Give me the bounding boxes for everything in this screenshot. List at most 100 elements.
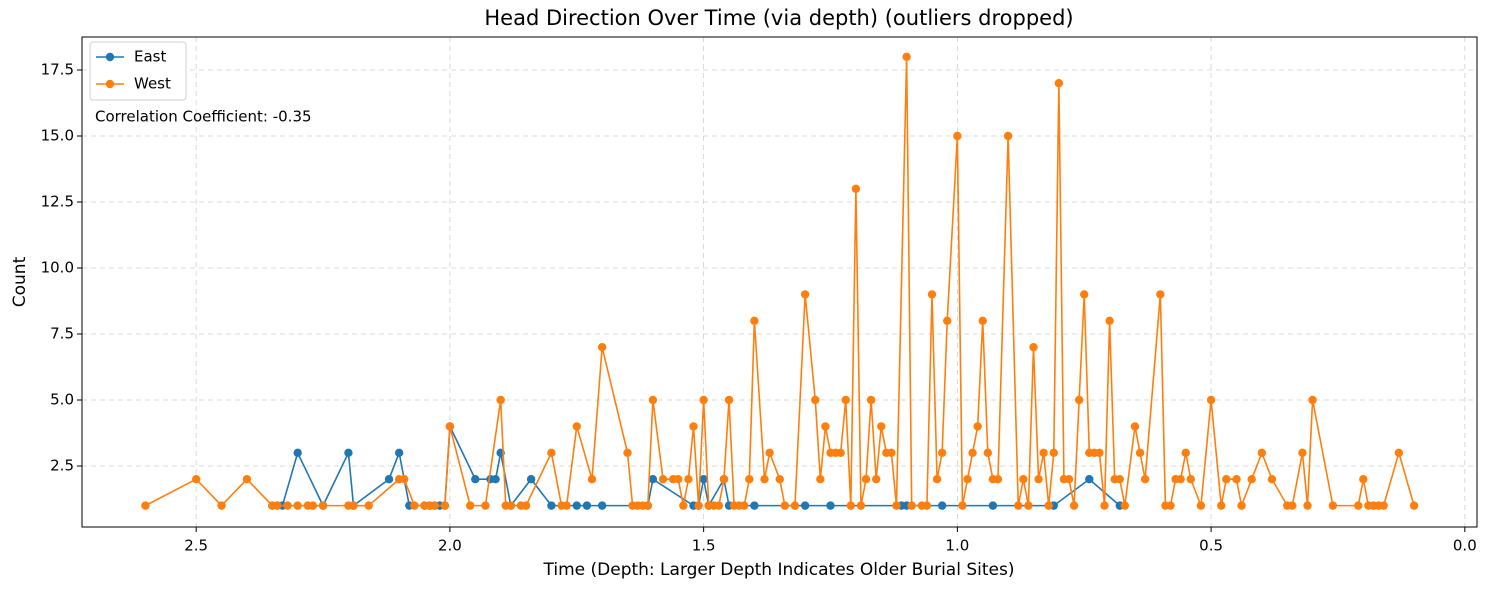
- data-point: [750, 501, 759, 510]
- data-point: [562, 501, 571, 510]
- data-point: [191, 475, 201, 484]
- data-point: [1069, 501, 1079, 510]
- data-point: [242, 475, 252, 484]
- data-point: [587, 475, 597, 484]
- data-point: [273, 501, 282, 510]
- data-point: [1394, 448, 1404, 458]
- data-point: [597, 501, 607, 510]
- data-point: [1359, 475, 1368, 484]
- data-point: [775, 475, 784, 484]
- data-point: [1095, 448, 1104, 458]
- data-point: [597, 343, 607, 352]
- data-point: [851, 184, 861, 194]
- data-point: [765, 448, 774, 458]
- data-point: [937, 501, 947, 510]
- data-point: [1267, 475, 1277, 484]
- data-point: [658, 475, 668, 484]
- data-point: [760, 475, 769, 484]
- data-point: [816, 475, 825, 484]
- data-point: [699, 395, 708, 405]
- data-point: [496, 395, 505, 405]
- data-point: [841, 395, 850, 405]
- data-point: [740, 501, 749, 510]
- data-point: [394, 448, 404, 458]
- data-point: [937, 448, 947, 458]
- data-point: [1379, 501, 1388, 510]
- data-point: [958, 501, 967, 510]
- data-point: [318, 501, 328, 510]
- data-point: [582, 501, 592, 510]
- series-line: [272, 423, 1121, 508]
- data-point: [1196, 501, 1206, 510]
- data-point: [689, 422, 698, 431]
- data-point: [466, 501, 475, 510]
- data-point: [141, 501, 150, 510]
- data-point: [1003, 131, 1013, 141]
- annotation: Correlation Coefficient: -0.35: [95, 108, 312, 126]
- data-point: [714, 501, 724, 510]
- data-point: [293, 501, 302, 510]
- data-point: [344, 448, 353, 458]
- data-point: [217, 501, 226, 510]
- data-point: [978, 316, 987, 326]
- series: [141, 52, 1419, 510]
- data-point: [699, 475, 708, 484]
- data-point: [1206, 395, 1216, 405]
- y-tick-label: 12.5: [41, 193, 74, 211]
- x-tick-label: 1.5: [692, 537, 716, 555]
- data-point: [836, 448, 845, 458]
- data-point: [283, 501, 292, 510]
- y-tick-label: 2.5: [50, 457, 74, 475]
- data-point: [1166, 501, 1175, 510]
- data-point: [907, 501, 916, 510]
- data-point: [927, 290, 937, 299]
- chart-title: Head Direction Over Time (via depth) (ou…: [484, 6, 1073, 30]
- data-point: [1034, 475, 1043, 484]
- data-point: [943, 316, 952, 326]
- data-point: [1232, 475, 1241, 484]
- data-point: [1064, 475, 1074, 484]
- data-point: [800, 290, 810, 299]
- data-point: [968, 448, 977, 458]
- y-tick-label: 5.0: [50, 391, 74, 409]
- data-point: [1044, 501, 1053, 510]
- data-point: [1217, 501, 1226, 510]
- data-point: [963, 475, 972, 484]
- data-point: [643, 501, 653, 510]
- data-point: [1080, 290, 1089, 299]
- data-point: [973, 422, 982, 431]
- data-point: [922, 501, 932, 510]
- legend-label: West: [134, 75, 171, 93]
- data-point: [1298, 448, 1307, 458]
- data-point: [750, 316, 759, 326]
- data-point: [800, 501, 810, 510]
- data-point: [1140, 475, 1150, 484]
- data-point: [481, 501, 490, 510]
- data-point: [1135, 448, 1145, 458]
- data-point: [684, 475, 693, 484]
- data-point: [410, 501, 419, 510]
- data-point: [724, 395, 734, 405]
- data-point: [526, 475, 536, 484]
- data-point: [953, 131, 962, 141]
- data-point: [547, 501, 556, 510]
- x-tick-label: 2.5: [184, 537, 208, 555]
- data-point: [572, 422, 581, 431]
- legend-marker: [105, 79, 115, 89]
- data-point: [846, 501, 855, 510]
- data-point: [780, 501, 790, 510]
- data-point: [1354, 501, 1363, 510]
- data-point: [811, 395, 820, 405]
- data-point: [983, 448, 993, 458]
- data-point: [1247, 475, 1256, 484]
- x-tick-label: 0.5: [1199, 537, 1223, 555]
- data-point: [547, 448, 556, 458]
- data-point: [821, 422, 830, 431]
- data-point: [1029, 343, 1038, 352]
- data-point: [932, 475, 942, 484]
- data-point: [1024, 501, 1033, 510]
- data-point: [1039, 448, 1048, 458]
- data-point: [400, 475, 409, 484]
- x-tick-label: 0.0: [1453, 537, 1477, 555]
- series-line: [145, 56, 1415, 509]
